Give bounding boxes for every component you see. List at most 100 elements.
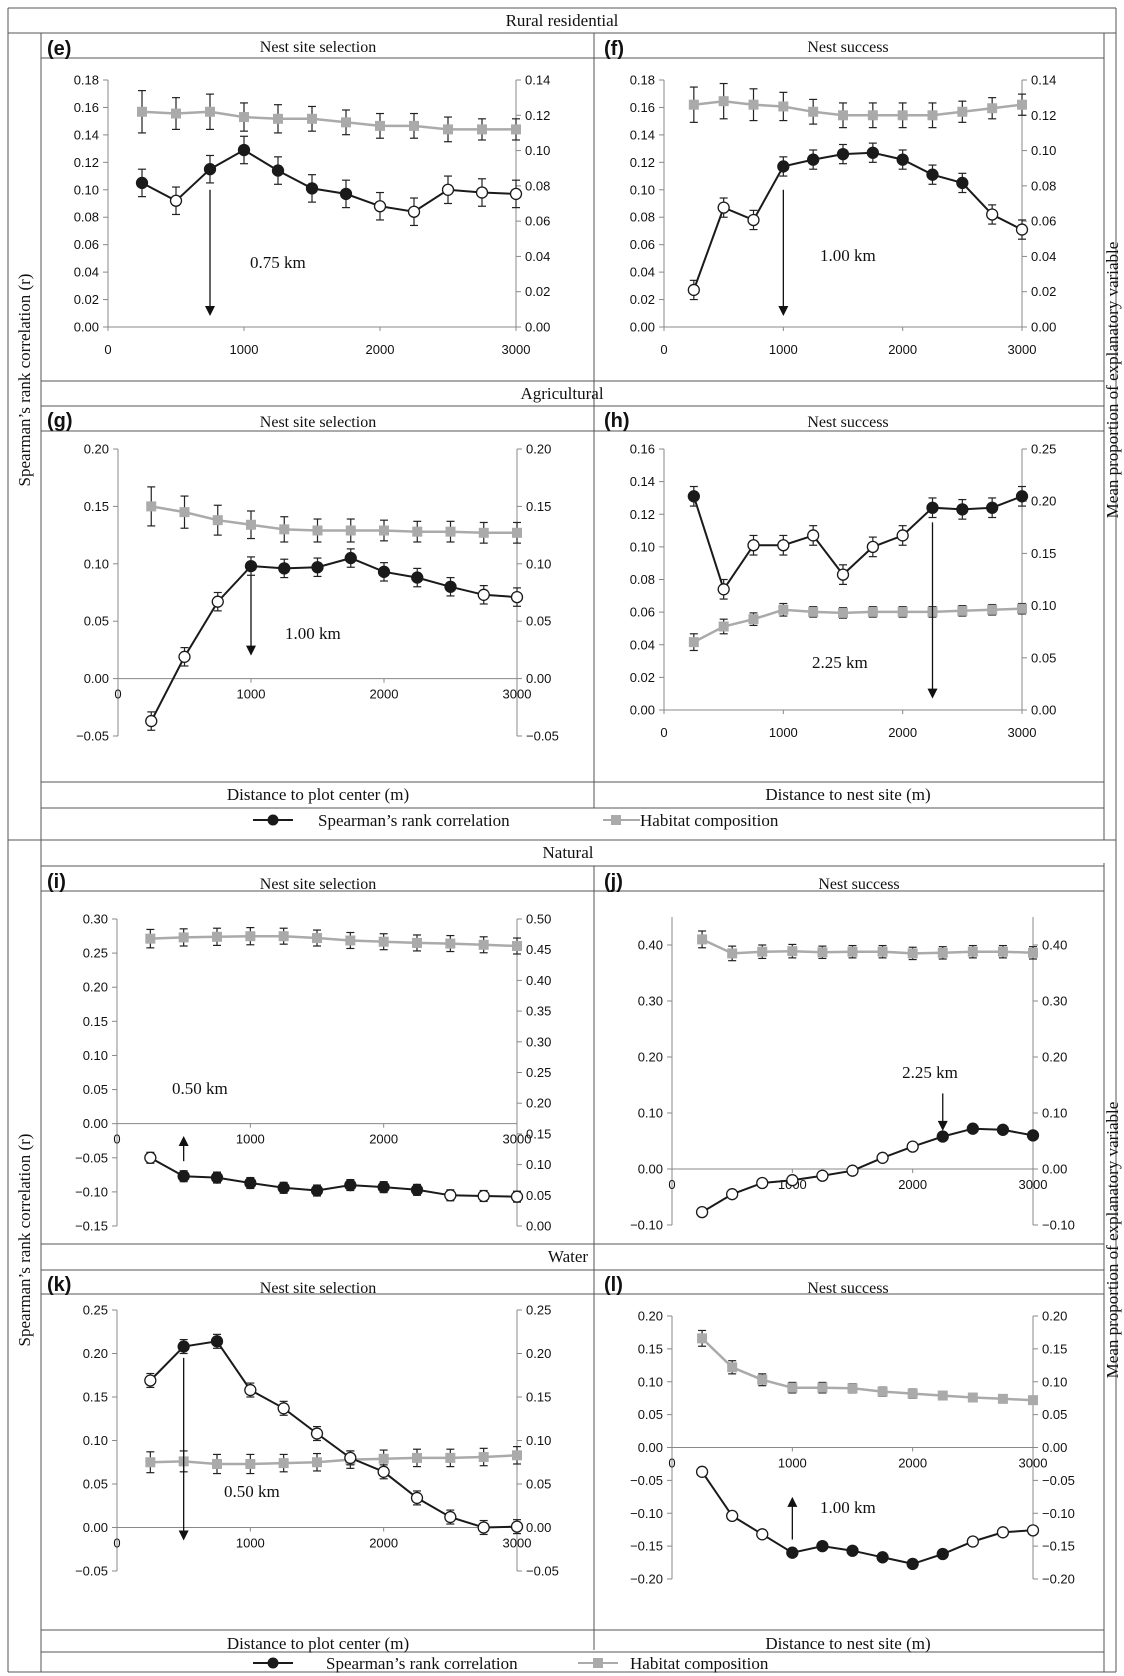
data-point-habitat-j-8 (937, 947, 948, 958)
right-tick-label-g-2: 0.05 (526, 614, 551, 629)
side-label-right-top: Mean proportion of explanatory variable (1103, 242, 1122, 519)
data-point-spearman-h-8 (926, 501, 939, 514)
chart-g: (g) Nest site selection −0.05 0.00 0.05 0.10 0… (47, 410, 559, 744)
series-line-habitat-i (150, 934, 518, 948)
annotation-label-i: 0.50 km (172, 1079, 228, 1098)
left-tick-label-l-7: 0.15 (638, 1341, 663, 1356)
data-point-habitat-h-7 (897, 606, 908, 617)
data-point-habitat-i-5 (312, 933, 322, 944)
left-tick-label-e-1: 0.02 (74, 292, 99, 307)
data-point-habitat-k-5 (312, 1457, 322, 1468)
right-tick-label-i-10: 0.50 (526, 912, 551, 927)
data-point-habitat-k-9 (445, 1452, 456, 1463)
data-point-habitat-l-2 (757, 1374, 768, 1385)
right-tick-label-i-9: 0.45 (526, 942, 551, 957)
right-tick-label-e-4: 0.08 (525, 178, 550, 193)
x-tick-label-f-3: 3000 (1008, 342, 1037, 357)
annotation-label-k: 0.50 km (224, 1482, 280, 1501)
data-point-spearman-k-1 (177, 1340, 190, 1353)
legend-bottom: Spearman’s rank correlation Habitat comp… (253, 1654, 769, 1673)
data-point-spearman-l-5 (846, 1544, 859, 1557)
legend-top: Spearman’s rank correlation Habitat comp… (253, 811, 779, 830)
series-line-habitat-l (701, 1337, 1034, 1402)
left-tick-label-h-2: 0.04 (630, 637, 655, 652)
data-point-spearman-k-2 (210, 1335, 224, 1348)
left-tick-label-i-8: 0.25 (83, 946, 108, 961)
side-label-left-bottom: Spearman’s rank correlation (r) (15, 1134, 34, 1347)
panel-letter-k: (k) (47, 1274, 71, 1296)
data-point-spearman-h-0 (687, 490, 700, 503)
left-tick-label-e-2: 0.04 (74, 265, 99, 280)
data-point-habitat-g-4 (279, 524, 290, 535)
data-point-spearman-k-0 (144, 1374, 157, 1387)
data-point-habitat-f-5 (838, 110, 848, 121)
data-point-habitat-g-9 (445, 526, 456, 537)
data-point-spearman-i-5 (310, 1184, 324, 1197)
panel-title-e: Nest site selection (260, 39, 376, 56)
right-tick-label-h-2: 0.10 (1031, 598, 1056, 613)
data-point-spearman-l-10 (996, 1526, 1010, 1539)
annotation-arrow-head-i (178, 1135, 189, 1146)
data-point-spearman-l-0 (695, 1465, 709, 1478)
x-tick-label-h-3: 3000 (1008, 725, 1037, 740)
data-point-spearman-k-8 (410, 1491, 424, 1505)
data-point-habitat-h-1 (718, 621, 729, 632)
right-tick-label-e-2: 0.04 (525, 249, 550, 264)
annotation-label-e: 0.75 km (250, 253, 306, 272)
data-point-habitat-f-0 (688, 99, 699, 110)
left-tick-label-h-5: 0.10 (630, 539, 655, 554)
data-point-habitat-e-2 (205, 106, 215, 117)
annotation-arrow-head-l (787, 1496, 798, 1507)
x-tick-label-f-2: 2000 (888, 342, 917, 357)
right-tick-label-k-1: 0.00 (526, 1520, 551, 1535)
x-tick-label-h-0: 0 (660, 725, 667, 740)
right-tick-label-f-2: 0.04 (1031, 249, 1056, 264)
right-tick-label-k-0: −0.05 (526, 1564, 559, 1579)
right-tick-label-e-0: 0.00 (525, 320, 550, 335)
right-tick-label-f-0: 0.00 (1031, 320, 1056, 335)
data-point-spearman-h-2 (747, 539, 760, 552)
data-point-spearman-i-10 (477, 1189, 490, 1203)
panel-letter-l: (l) (604, 1274, 623, 1296)
data-point-spearman-k-5 (310, 1427, 324, 1440)
panel-title-f: Nest success (807, 39, 888, 56)
panel-letter-f: (f) (604, 38, 624, 60)
data-point-habitat-k-10 (478, 1452, 489, 1463)
right-tick-label-l-5: 0.05 (1042, 1407, 1067, 1422)
right-tick-label-e-7: 0.14 (525, 73, 550, 88)
data-point-spearman-e-7 (373, 200, 387, 213)
left-tick-label-j-3: 0.20 (638, 1050, 663, 1065)
data-point-habitat-f-4 (808, 106, 819, 117)
data-point-spearman-g-5 (311, 561, 324, 574)
data-point-habitat-h-6 (867, 606, 878, 617)
data-point-habitat-i-2 (212, 931, 222, 942)
xlabel-h: Distance to nest site (m) (765, 785, 930, 804)
right-tick-label-j-4: 0.30 (1042, 994, 1067, 1009)
data-point-habitat-l-9 (967, 1392, 978, 1403)
right-tick-label-e-1: 0.02 (525, 284, 550, 299)
right-tick-label-i-4: 0.20 (526, 1096, 551, 1111)
left-tick-label-k-4: 0.15 (83, 1390, 108, 1405)
data-point-habitat-k-2 (212, 1458, 222, 1469)
data-point-spearman-j-4 (816, 1169, 829, 1182)
data-point-spearman-k-7 (377, 1465, 390, 1478)
data-point-spearman-h-7 (896, 529, 909, 542)
data-point-spearman-e-2 (203, 163, 217, 176)
data-point-spearman-e-0 (135, 176, 149, 190)
data-point-habitat-l-6 (877, 1386, 888, 1397)
data-point-habitat-j-5 (847, 946, 858, 957)
right-tick-label-j-5: 0.40 (1042, 938, 1067, 953)
data-point-spearman-f-3 (777, 160, 790, 173)
x-tick-label-e-2: 2000 (366, 342, 395, 357)
data-point-spearman-i-1 (177, 1170, 190, 1183)
left-tick-label-l-1: −0.15 (630, 1539, 663, 1554)
side-label-left-top: Spearman’s rank correlation (r) (15, 274, 34, 487)
chart-k: (k) Nest site selection −0.05 0.00 0.05 0.10 0… (47, 1274, 559, 1579)
data-point-spearman-f-10 (986, 208, 999, 221)
right-tick-label-l-8: 0.20 (1042, 1309, 1067, 1324)
left-tick-label-g-0: −0.05 (76, 729, 109, 744)
data-point-habitat-j-4 (817, 947, 828, 958)
left-tick-label-l-4: 0.00 (638, 1440, 663, 1455)
data-point-spearman-h-3 (777, 539, 790, 552)
left-tick-label-e-9: 0.18 (74, 73, 99, 88)
